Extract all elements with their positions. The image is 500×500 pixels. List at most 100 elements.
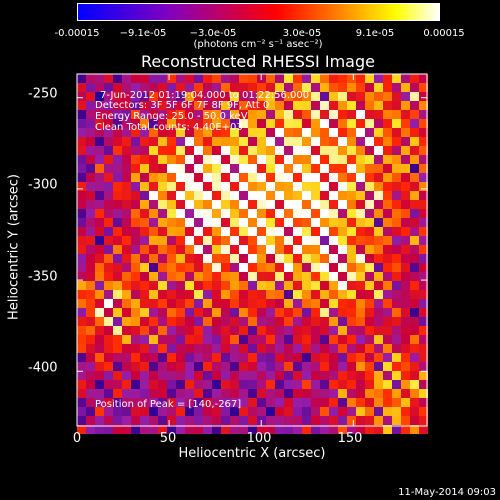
heatmap-cell bbox=[257, 380, 266, 389]
heatmap-cell bbox=[158, 308, 167, 317]
heatmap-cell bbox=[266, 227, 275, 236]
heatmap-cell bbox=[284, 92, 293, 101]
heatmap-cell bbox=[248, 164, 257, 173]
heatmap-cell bbox=[302, 299, 311, 308]
heatmap-cell bbox=[383, 110, 392, 119]
heatmap-cell bbox=[266, 200, 275, 209]
heatmap-cell bbox=[95, 74, 104, 83]
heatmap-cell bbox=[302, 155, 311, 164]
heatmap-cell bbox=[347, 236, 356, 245]
heatmap-cell bbox=[338, 362, 347, 371]
heatmap-cell bbox=[86, 317, 95, 326]
heatmap-cell bbox=[311, 245, 320, 254]
heatmap-cell bbox=[86, 245, 95, 254]
heatmap-cell bbox=[212, 218, 221, 227]
heatmap-cell bbox=[185, 425, 194, 434]
heatmap-cell bbox=[104, 119, 113, 128]
heatmap-cell bbox=[410, 92, 419, 101]
heatmap-cell bbox=[95, 290, 104, 299]
heatmap-cell bbox=[185, 362, 194, 371]
heatmap-cell bbox=[248, 317, 257, 326]
heatmap-cell bbox=[347, 245, 356, 254]
heatmap-cell bbox=[239, 389, 248, 398]
heatmap-cell bbox=[95, 263, 104, 272]
heatmap-cell bbox=[266, 74, 275, 83]
heatmap-cell bbox=[95, 83, 104, 92]
heatmap-cell bbox=[266, 110, 275, 119]
heatmap-cell bbox=[86, 371, 95, 380]
heatmap-cell bbox=[257, 326, 266, 335]
heatmap-cell bbox=[167, 110, 176, 119]
heatmap-cell bbox=[302, 254, 311, 263]
heatmap-cell bbox=[122, 191, 131, 200]
heatmap-cell bbox=[257, 236, 266, 245]
heatmap-cell bbox=[221, 110, 230, 119]
colorbar-tick-label: 3.0e-05 bbox=[282, 28, 322, 39]
x-tick-label: 50 bbox=[159, 431, 177, 446]
heatmap-cell bbox=[122, 353, 131, 362]
heatmap-cell bbox=[176, 137, 185, 146]
heatmap-cell bbox=[176, 164, 185, 173]
heatmap-cell bbox=[374, 155, 383, 164]
heatmap-cell bbox=[284, 326, 293, 335]
heatmap-cell bbox=[230, 119, 239, 128]
heatmap-cell bbox=[266, 371, 275, 380]
heatmap-cell bbox=[221, 83, 230, 92]
heatmap-cell bbox=[347, 425, 356, 434]
heatmap-cell bbox=[86, 416, 95, 425]
heatmap-cell bbox=[149, 344, 158, 353]
heatmap-cell bbox=[248, 74, 257, 83]
heatmap-cell bbox=[419, 74, 428, 83]
heatmap-cell bbox=[257, 344, 266, 353]
heatmap-cell bbox=[149, 389, 158, 398]
heatmap-cell bbox=[419, 164, 428, 173]
heatmap-cell bbox=[113, 209, 122, 218]
heatmap-cell bbox=[284, 425, 293, 434]
heatmap-cell bbox=[419, 92, 428, 101]
heatmap-cell bbox=[392, 245, 401, 254]
heatmap-cell bbox=[149, 146, 158, 155]
heatmap-cell bbox=[365, 317, 374, 326]
heatmap-cell bbox=[203, 326, 212, 335]
heatmap-cell bbox=[302, 227, 311, 236]
heatmap-cell bbox=[410, 218, 419, 227]
heatmap-cell bbox=[383, 236, 392, 245]
heatmap-cell bbox=[311, 200, 320, 209]
heatmap-cell bbox=[212, 290, 221, 299]
heatmap-cell bbox=[410, 353, 419, 362]
heatmap-cell bbox=[95, 236, 104, 245]
y-axis-label: Heliocentric Y (arcsec) bbox=[6, 174, 22, 320]
heatmap-cell bbox=[140, 272, 149, 281]
heatmap-cell bbox=[194, 380, 203, 389]
heatmap-cell bbox=[77, 290, 86, 299]
heatmap-cell bbox=[374, 362, 383, 371]
heatmap-cell bbox=[203, 236, 212, 245]
heatmap-cell bbox=[185, 416, 194, 425]
heatmap-cell bbox=[140, 218, 149, 227]
heatmap-cell bbox=[131, 263, 140, 272]
heatmap-cell bbox=[149, 137, 158, 146]
heatmap-cell bbox=[176, 308, 185, 317]
heatmap-cell bbox=[275, 92, 284, 101]
heatmap-cell bbox=[320, 137, 329, 146]
heatmap-cell bbox=[392, 407, 401, 416]
heatmap-cell bbox=[356, 245, 365, 254]
heatmap-cell bbox=[419, 173, 428, 182]
heatmap-cell bbox=[158, 200, 167, 209]
heatmap-cell bbox=[158, 263, 167, 272]
energy-range-annotation: Energy Range: 25.0 - 50.0 keV bbox=[95, 111, 248, 122]
heatmap-cell bbox=[95, 389, 104, 398]
heatmap-cell bbox=[95, 380, 104, 389]
heatmap-cell bbox=[104, 290, 113, 299]
heatmap-cell bbox=[86, 398, 95, 407]
heatmap-cell bbox=[221, 74, 230, 83]
heatmap-cell bbox=[257, 371, 266, 380]
heatmap-cell bbox=[401, 83, 410, 92]
heatmap-cell bbox=[230, 110, 239, 119]
y-tick-label: -300 bbox=[28, 177, 58, 193]
heatmap-cell bbox=[302, 92, 311, 101]
heatmap-cell bbox=[311, 353, 320, 362]
heatmap-cell bbox=[347, 317, 356, 326]
heatmap-cell bbox=[131, 146, 140, 155]
heatmap-cell bbox=[122, 119, 131, 128]
